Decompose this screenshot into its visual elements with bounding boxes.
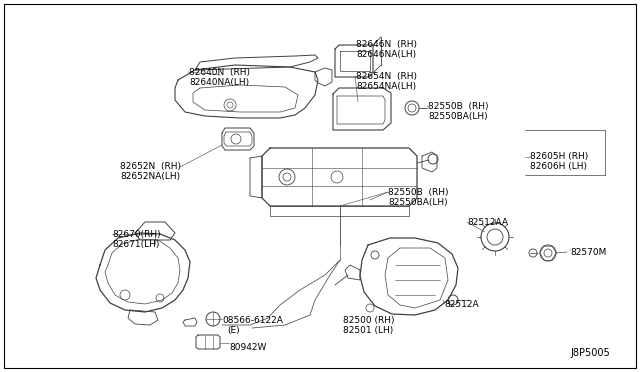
Text: 82640NA(LH): 82640NA(LH): [189, 78, 249, 87]
Text: 08566-6122A: 08566-6122A: [222, 316, 283, 325]
Text: J8P5005: J8P5005: [570, 348, 610, 358]
Text: 82550B  (RH): 82550B (RH): [388, 188, 449, 197]
Text: 82570M: 82570M: [570, 248, 606, 257]
Text: 82500 (RH): 82500 (RH): [343, 316, 394, 325]
Text: 82550BA(LH): 82550BA(LH): [428, 112, 488, 121]
Text: 82606H (LH): 82606H (LH): [530, 162, 587, 171]
Text: 82654NA(LH): 82654NA(LH): [356, 82, 416, 91]
Text: 82501 (LH): 82501 (LH): [343, 326, 393, 335]
Text: 82646N  (RH): 82646N (RH): [356, 40, 417, 49]
Text: 82640N  (RH): 82640N (RH): [189, 68, 250, 77]
Text: 82512A: 82512A: [444, 300, 479, 309]
Text: 80942W: 80942W: [229, 343, 266, 352]
Text: 82512AA: 82512AA: [467, 218, 508, 227]
Text: 82671(LH): 82671(LH): [112, 240, 159, 249]
Text: 82605H (RH): 82605H (RH): [530, 152, 588, 161]
Text: 82652NA(LH): 82652NA(LH): [120, 172, 180, 181]
Text: 82646NA(LH): 82646NA(LH): [356, 50, 416, 59]
Text: 82652N  (RH): 82652N (RH): [120, 162, 181, 171]
Text: 82550BA(LH): 82550BA(LH): [388, 198, 447, 207]
Text: (E): (E): [227, 326, 239, 335]
Text: 82654N  (RH): 82654N (RH): [356, 72, 417, 81]
Text: 82550B  (RH): 82550B (RH): [428, 102, 488, 111]
Text: 82670(RH): 82670(RH): [112, 230, 161, 239]
